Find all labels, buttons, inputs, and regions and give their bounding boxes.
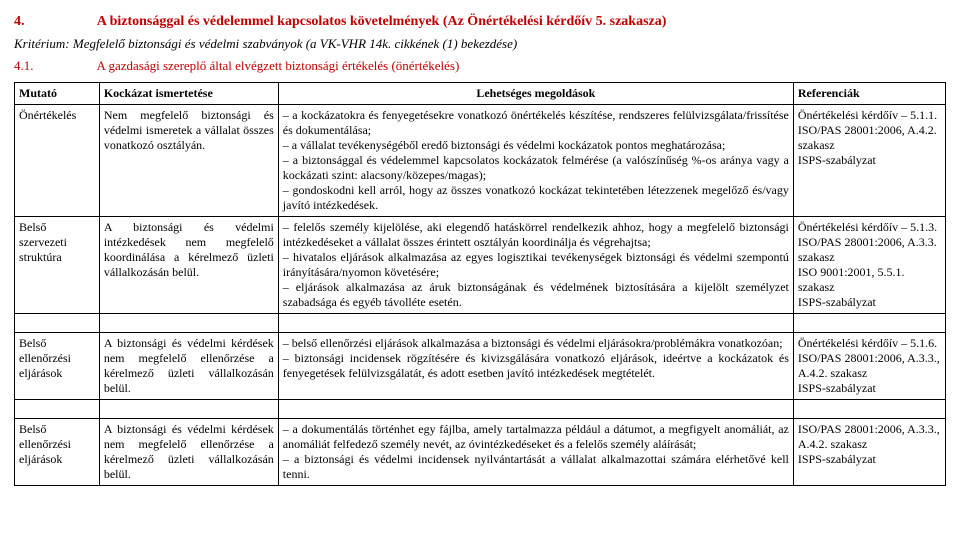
table-row: Önértékelés Nem megfelelő biztonsági és …: [15, 105, 946, 217]
cell-kockazat: Nem megfelelő biztonsági és védelmi isme…: [99, 105, 278, 217]
subheading-number: 4.1.: [14, 58, 94, 74]
col-header-referenciak: Referenciák: [793, 83, 945, 105]
cell-megoldasok: – a dokumentálás történhet egy fájlba, a…: [278, 419, 793, 486]
table-spacer: [15, 314, 946, 333]
cell-referenciak: Önértékelési kérdőív – 5.1.1.ISO/PAS 280…: [793, 105, 945, 217]
col-header-kockazat: Kockázat ismertetése: [99, 83, 278, 105]
table-header-row: Mutató Kockázat ismertetése Lehetséges m…: [15, 83, 946, 105]
cell-kockazat: A biztonsági és védelmi kérdések nem meg…: [99, 419, 278, 486]
cell-mutato: Önértékelés: [15, 105, 100, 217]
cell-mutato: Belső szervezeti struktúra: [15, 217, 100, 314]
cell-mutato: Belső ellenőrzési eljárások: [15, 333, 100, 400]
cell-megoldasok: – belső ellenőrzési eljárások alkalmazás…: [278, 333, 793, 400]
cell-referenciak: ISO/PAS 28001:2006, A.3.3., A.4.2. szaka…: [793, 419, 945, 486]
subheading-text: A gazdasági szereplő által elvégzett biz…: [97, 58, 460, 73]
criterion-line: Kritérium: Megfelelő biztonsági és védel…: [14, 36, 946, 52]
cell-referenciak: Önértékelési kérdőív – 5.1.6.ISO/PAS 280…: [793, 333, 945, 400]
cell-kockazat: A biztonsági és védelmi kérdések nem meg…: [99, 333, 278, 400]
table-row: Belső szervezeti struktúra A biztonsági …: [15, 217, 946, 314]
heading-number: 4.: [14, 14, 94, 30]
cell-megoldasok: – felelős személy kijelölése, aki elegen…: [278, 217, 793, 314]
cell-kockazat: A biztonsági és védelmi intézkedések nem…: [99, 217, 278, 314]
subsection-heading: 4.1. A gazdasági szereplő által elvégzet…: [14, 58, 946, 74]
table-row: Belső ellenőrzési eljárások A biztonsági…: [15, 419, 946, 486]
table-row: Belső ellenőrzési eljárások A biztonsági…: [15, 333, 946, 400]
requirements-table: Mutató Kockázat ismertetése Lehetséges m…: [14, 82, 946, 486]
table-spacer: [15, 400, 946, 419]
col-header-megoldasok: Lehetséges megoldások: [278, 83, 793, 105]
cell-megoldasok: – a kockázatokra és fenyegetésekre vonat…: [278, 105, 793, 217]
heading-text: A biztonsággal és védelemmel kapcsolatos…: [97, 14, 667, 29]
cell-mutato: Belső ellenőrzési eljárások: [15, 419, 100, 486]
col-header-mutato: Mutató: [15, 83, 100, 105]
section-heading: 4. A biztonsággal és védelemmel kapcsola…: [14, 14, 946, 30]
cell-referenciak: Önértékelési kérdőív – 5.1.3.ISO/PAS 280…: [793, 217, 945, 314]
